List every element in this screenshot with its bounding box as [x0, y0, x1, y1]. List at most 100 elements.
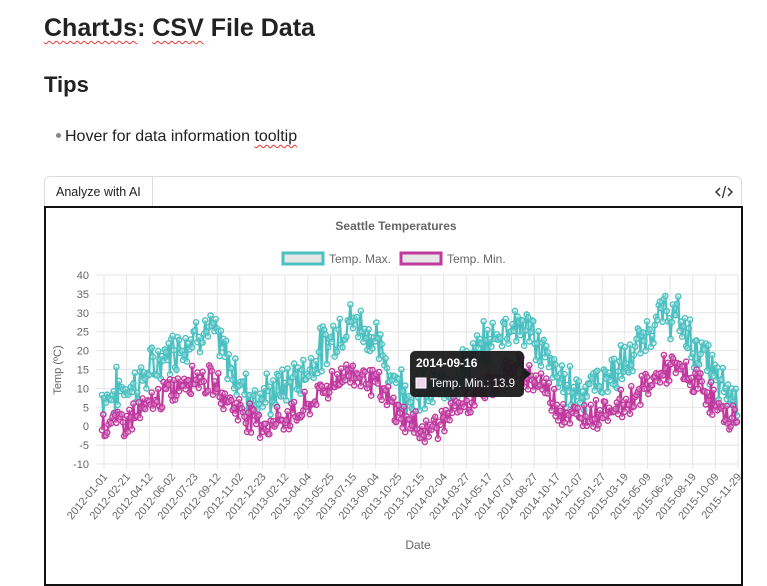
data-point-max[interactable] [604, 388, 612, 395]
data-point-max[interactable] [488, 343, 495, 350]
data-point-min[interactable] [306, 410, 314, 418]
data-point-max[interactable] [401, 382, 409, 389]
data-point-max[interactable] [137, 364, 145, 371]
data-point-max[interactable] [672, 311, 680, 319]
data-point-max[interactable] [349, 324, 357, 332]
data-point-max[interactable] [596, 383, 604, 390]
data-point-max[interactable] [110, 387, 118, 395]
data-point-min[interactable] [326, 389, 333, 396]
data-point-max[interactable] [225, 351, 233, 358]
data-point-max[interactable] [529, 318, 537, 325]
data-point-max[interactable] [553, 373, 561, 381]
data-point-max[interactable] [292, 370, 299, 378]
data-point-max[interactable] [618, 375, 626, 383]
data-point-max[interactable] [397, 366, 405, 373]
data-point-max[interactable] [678, 333, 686, 340]
data-point-min[interactable] [275, 411, 282, 419]
data-point-max[interactable] [212, 315, 219, 323]
data-point-max[interactable] [278, 366, 286, 373]
data-point-max[interactable] [686, 316, 694, 323]
data-point-min[interactable] [529, 386, 537, 394]
data-point-max[interactable] [377, 331, 384, 338]
data-point-min[interactable] [365, 380, 372, 388]
data-point-max[interactable] [662, 292, 669, 300]
data-point-min[interactable] [467, 408, 474, 416]
data-point-max[interactable] [588, 375, 596, 382]
data-point-max[interactable] [282, 397, 290, 404]
data-point-min[interactable] [723, 402, 731, 410]
data-point-max[interactable] [343, 333, 350, 340]
data-point-max[interactable] [566, 362, 574, 370]
data-point-max[interactable] [222, 337, 230, 345]
data-point-max[interactable] [685, 325, 693, 332]
data-point-min[interactable] [463, 397, 470, 404]
data-point-min[interactable] [574, 404, 582, 412]
data-point-max[interactable] [616, 358, 623, 365]
data-point-max[interactable] [407, 398, 414, 406]
data-point-max[interactable] [724, 381, 732, 388]
data-point-max[interactable] [256, 390, 264, 397]
data-point-min[interactable] [280, 426, 287, 433]
data-point-max[interactable] [673, 300, 681, 308]
data-point-max[interactable] [145, 371, 153, 379]
data-point-min[interactable] [220, 405, 227, 413]
data-point-min[interactable] [262, 420, 269, 427]
data-point-min[interactable] [705, 397, 712, 405]
data-point-min[interactable] [401, 428, 409, 436]
data-point-max[interactable] [353, 313, 361, 321]
data-point-max[interactable] [489, 319, 497, 327]
data-point-max[interactable] [224, 375, 231, 383]
data-point-min[interactable] [328, 367, 336, 375]
data-point-min[interactable] [545, 379, 553, 387]
data-point-max[interactable] [535, 328, 542, 335]
data-point-max[interactable] [429, 398, 436, 406]
data-point-max[interactable] [650, 339, 657, 347]
data-point-max[interactable] [537, 362, 545, 370]
data-point-max[interactable] [527, 329, 534, 336]
data-point-max[interactable] [675, 293, 682, 300]
data-point-max[interactable] [191, 327, 199, 334]
data-point-max[interactable] [239, 378, 247, 385]
data-point-max[interactable] [192, 319, 200, 326]
data-point-max[interactable] [113, 363, 120, 371]
data-point-max[interactable] [378, 340, 386, 348]
data-point-max[interactable] [165, 340, 172, 347]
data-point-min[interactable] [422, 417, 430, 424]
data-point-max[interactable] [697, 350, 704, 358]
data-point-max[interactable] [175, 336, 183, 344]
data-point-max[interactable] [102, 399, 110, 406]
data-point-min[interactable] [135, 398, 142, 406]
code-icon[interactable] [715, 185, 733, 199]
data-point-min[interactable] [208, 367, 216, 375]
data-point-max[interactable] [654, 316, 661, 324]
data-point-max[interactable] [599, 389, 606, 396]
data-point-max[interactable] [658, 304, 665, 312]
data-point-min[interactable] [441, 427, 448, 435]
data-point-max[interactable] [315, 348, 323, 356]
data-point-max[interactable] [525, 338, 533, 345]
data-point-min[interactable] [616, 395, 623, 403]
data-point-max[interactable] [336, 315, 344, 323]
data-point-max[interactable] [310, 374, 318, 382]
data-point-min[interactable] [460, 403, 468, 411]
data-point-max[interactable] [714, 364, 721, 371]
data-point-min[interactable] [421, 438, 429, 446]
data-point-max[interactable] [170, 346, 178, 354]
data-point-min[interactable] [139, 395, 146, 402]
data-point-min[interactable] [566, 420, 574, 427]
data-point-max[interactable] [395, 375, 403, 383]
data-point-min[interactable] [544, 390, 551, 397]
data-point-min[interactable] [130, 400, 137, 407]
data-point-min[interactable] [369, 366, 376, 374]
data-point-min[interactable] [284, 407, 291, 415]
data-point-min[interactable] [250, 406, 257, 414]
data-point-max[interactable] [637, 349, 644, 357]
data-point-min[interactable] [188, 362, 196, 370]
data-point-min[interactable] [553, 401, 561, 409]
data-point-max[interactable] [154, 347, 162, 355]
data-point-max[interactable] [196, 348, 204, 356]
data-point-min[interactable] [324, 395, 332, 402]
data-point-max[interactable] [195, 333, 202, 341]
data-point-max[interactable] [322, 331, 329, 338]
data-point-min[interactable] [174, 375, 182, 382]
